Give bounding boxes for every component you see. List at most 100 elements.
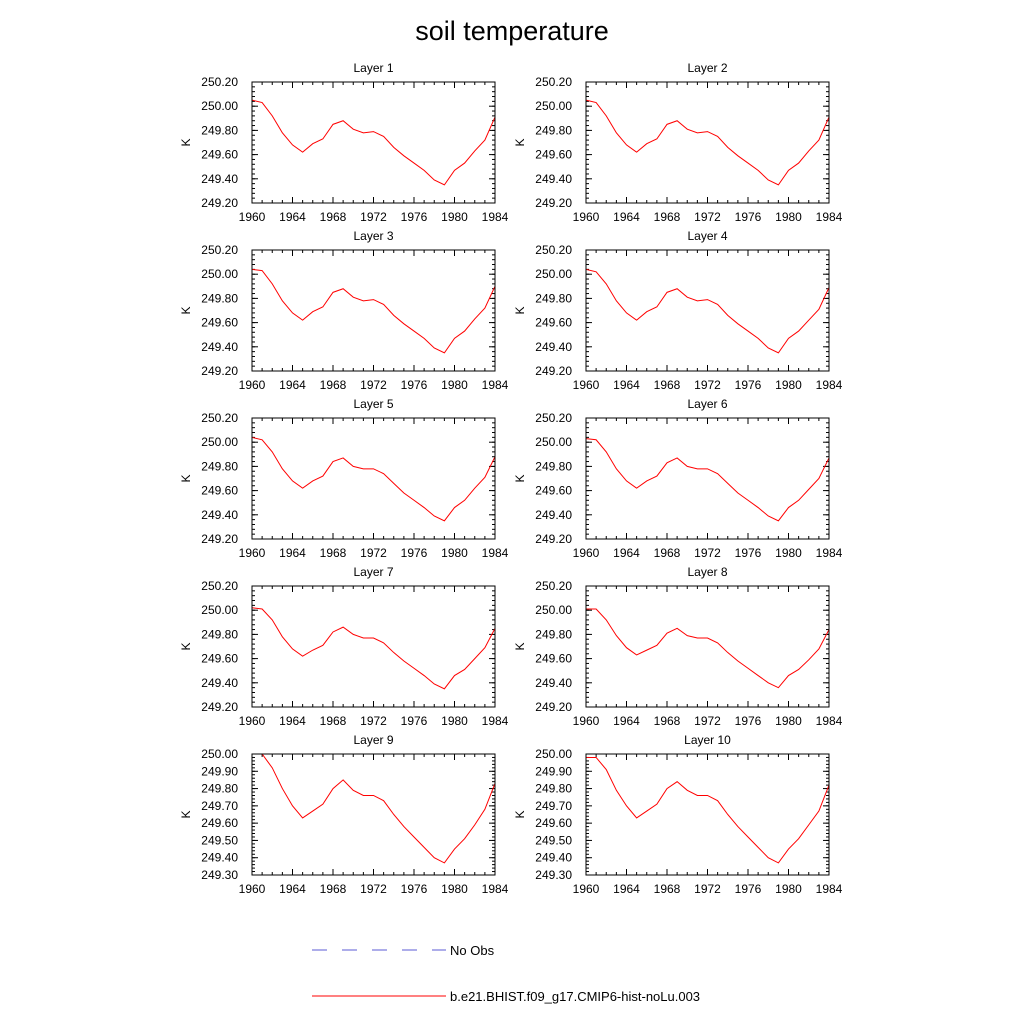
y-tick-label: 249.60 xyxy=(535,652,572,666)
panel-title: Layer 3 xyxy=(353,229,393,243)
x-tick-label: 1972 xyxy=(360,882,387,896)
y-tick-label: 249.80 xyxy=(535,459,572,473)
y-tick-label: 250.00 xyxy=(201,747,238,761)
plot-frame xyxy=(585,417,830,540)
y-tick-label: 249.90 xyxy=(535,764,572,778)
x-tick-label: 1980 xyxy=(775,882,802,896)
y-tick-label: 250.00 xyxy=(201,435,238,449)
y-tick-label: 249.60 xyxy=(535,484,572,498)
x-tick-label: 1980 xyxy=(775,714,802,728)
y-tick-label: 249.20 xyxy=(535,364,572,378)
y-tick-label: 249.80 xyxy=(201,459,238,473)
y-tick-label: 249.20 xyxy=(535,196,572,210)
y-tick-label: 249.60 xyxy=(201,148,238,162)
x-tick-label: 1980 xyxy=(441,378,468,392)
series-line xyxy=(251,436,496,522)
y-axis-label: K xyxy=(179,474,193,482)
x-tick-label: 1980 xyxy=(441,882,468,896)
x-tick-label: 1980 xyxy=(441,210,468,224)
x-tick-label: 1964 xyxy=(279,210,306,224)
y-tick-label: 249.50 xyxy=(535,833,572,847)
legend-label-2: b.e21.BHIST.f09_g17.CMIP6-hist-noLu.003 xyxy=(450,989,700,1004)
panel-title: Layer 1 xyxy=(353,61,393,75)
series-line xyxy=(585,268,830,354)
y-tick-label: 249.20 xyxy=(201,700,238,714)
y-tick-label: 249.60 xyxy=(201,816,238,830)
panel-6: Layer 6 1960 1964 1968 1972 1976 1980 1984 249.2… xyxy=(513,397,843,560)
x-tick-label: 1976 xyxy=(735,210,762,224)
y-tick-label: 249.60 xyxy=(201,652,238,666)
x-tick-label: 1976 xyxy=(735,378,762,392)
y-axis-label: K xyxy=(179,642,193,650)
x-tick-label: 1976 xyxy=(735,714,762,728)
x-tick-label: 1964 xyxy=(613,378,640,392)
plot-frame xyxy=(251,585,496,708)
y-tick-label: 249.20 xyxy=(201,364,238,378)
x-tick-label: 1968 xyxy=(320,210,347,224)
x-tick-label: 1984 xyxy=(816,378,843,392)
x-tick-label: 1976 xyxy=(735,546,762,560)
x-tick-label: 1968 xyxy=(320,714,347,728)
x-tick-label: 1984 xyxy=(816,210,843,224)
y-axis-label: K xyxy=(179,138,193,146)
y-tick-label: 249.70 xyxy=(201,799,238,813)
x-tick-label: 1968 xyxy=(654,378,681,392)
y-tick-label: 250.20 xyxy=(535,75,572,89)
x-tick-label: 1964 xyxy=(613,546,640,560)
panel-2: Layer 2 1960 1964 1968 1972 1976 1980 1984 249.2… xyxy=(513,61,843,224)
y-tick-label: 250.00 xyxy=(201,99,238,113)
x-tick-label: 1968 xyxy=(320,378,347,392)
series-line xyxy=(251,268,496,354)
y-axis-label: K xyxy=(513,474,527,482)
y-axis-label: K xyxy=(179,810,193,818)
x-tick-label: 1968 xyxy=(654,714,681,728)
legend: No Obs b.e21.BHIST.f09_g17.CMIP6-hist-noL… xyxy=(312,943,700,1004)
y-tick-label: 250.20 xyxy=(201,243,238,257)
x-tick-label: 1960 xyxy=(239,210,266,224)
series-line xyxy=(251,607,496,690)
x-tick-label: 1972 xyxy=(694,378,721,392)
y-tick-label: 249.90 xyxy=(201,764,238,778)
plot-frame xyxy=(251,81,496,204)
y-tick-label: 249.40 xyxy=(201,508,238,522)
y-tick-label: 249.60 xyxy=(201,316,238,330)
y-axis-label: K xyxy=(179,306,193,314)
legend-label-1: No Obs xyxy=(450,943,495,958)
x-tick-label: 1984 xyxy=(482,882,509,896)
y-tick-label: 250.20 xyxy=(201,75,238,89)
x-tick-label: 1976 xyxy=(401,210,428,224)
x-tick-label: 1984 xyxy=(816,546,843,560)
y-axis-label: K xyxy=(513,642,527,650)
y-tick-label: 250.00 xyxy=(201,603,238,617)
y-tick-label: 249.40 xyxy=(201,851,238,865)
x-tick-label: 1960 xyxy=(573,882,600,896)
panel-title: Layer 8 xyxy=(687,565,727,579)
plot-frame xyxy=(585,585,830,708)
y-tick-label: 250.20 xyxy=(535,579,572,593)
plot-frame xyxy=(585,753,830,876)
x-tick-label: 1968 xyxy=(320,546,347,560)
x-tick-label: 1964 xyxy=(613,210,640,224)
x-tick-label: 1960 xyxy=(573,714,600,728)
x-tick-label: 1984 xyxy=(816,882,843,896)
y-tick-label: 249.20 xyxy=(201,532,238,546)
panel-8: Layer 8 1960 1964 1968 1972 1976 1980 1984 249.2… xyxy=(513,565,843,728)
panel-title: Layer 2 xyxy=(687,61,727,75)
x-tick-label: 1980 xyxy=(441,546,468,560)
y-tick-label: 250.00 xyxy=(535,435,572,449)
y-tick-label: 249.60 xyxy=(201,484,238,498)
y-tick-label: 249.40 xyxy=(535,676,572,690)
plot-frame xyxy=(251,249,496,372)
x-tick-label: 1972 xyxy=(694,546,721,560)
y-tick-label: 250.20 xyxy=(201,411,238,425)
x-tick-label: 1964 xyxy=(279,882,306,896)
y-tick-label: 249.70 xyxy=(535,799,572,813)
x-tick-label: 1964 xyxy=(279,714,306,728)
x-tick-label: 1972 xyxy=(694,210,721,224)
series-line xyxy=(251,99,496,186)
x-tick-label: 1968 xyxy=(654,210,681,224)
y-tick-label: 250.00 xyxy=(535,99,572,113)
plot-frame xyxy=(585,249,830,372)
y-tick-label: 249.40 xyxy=(535,508,572,522)
